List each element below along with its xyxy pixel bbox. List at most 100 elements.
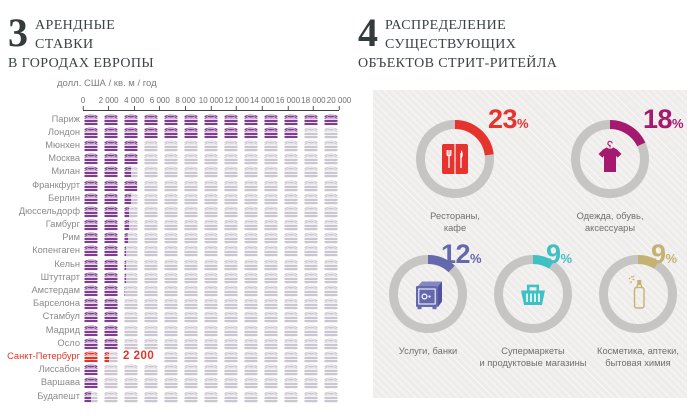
coin-stack-glyph	[143, 232, 159, 245]
coin-stack-glyph	[83, 179, 99, 191]
city-label: Дюссельдорф	[18, 205, 80, 216]
coin-stack-glyph	[83, 205, 99, 217]
coin-stack-glyph	[183, 298, 199, 311]
donut-chart: 23% Рестораны, кафе	[380, 106, 530, 234]
coin-stack-glyph	[163, 219, 179, 232]
coin-stack-glyph	[123, 311, 139, 324]
coin-icon	[183, 337, 199, 350]
coin-icon	[143, 258, 159, 271]
coin-stack-glyph	[103, 298, 119, 310]
coin-stack-glyph	[103, 364, 119, 377]
coin-stack-glyph	[323, 166, 339, 179]
rent-row: Париж	[0, 112, 345, 126]
coin-stack-glyph	[243, 350, 259, 363]
coin-icon	[123, 179, 139, 192]
axis-tick: 12 000	[224, 96, 249, 110]
coin-stack-glyph	[163, 258, 179, 271]
coin-stack-glyph	[203, 311, 219, 324]
spray-bottle-icon	[628, 275, 645, 309]
coin-icon	[283, 324, 299, 337]
coin-stack-glyph	[303, 377, 319, 390]
coin-stack-glyph	[103, 324, 119, 336]
coin-stack-glyph	[183, 179, 199, 192]
coin-stack-glyph	[203, 205, 219, 218]
coin-icon	[303, 350, 319, 363]
coin-stack-glyph	[303, 153, 319, 166]
rent-row: Осло	[0, 336, 345, 350]
coin-icon	[103, 218, 119, 232]
coin-icon	[143, 363, 159, 377]
coin-icon	[243, 363, 259, 377]
coin-stack-glyph	[143, 377, 159, 390]
coin-icon	[283, 113, 299, 126]
coin-icon	[163, 218, 179, 232]
coin-icon	[263, 363, 279, 377]
coin-icon	[123, 324, 139, 337]
axis-tick-mark	[338, 106, 340, 110]
coin-icon	[303, 324, 319, 337]
coin-icon	[83, 297, 99, 311]
coin-stack-glyph	[83, 192, 99, 204]
coin-icon	[263, 218, 279, 232]
coin-stack-glyph	[323, 113, 339, 125]
coin-icon	[223, 350, 239, 363]
percent-number: 9	[546, 239, 561, 269]
coin-icon	[303, 218, 319, 232]
coin-stack-glyph	[323, 364, 339, 377]
coin-stack-glyph	[143, 219, 159, 232]
coin-stack-glyph	[123, 153, 139, 165]
coin-icon	[223, 231, 239, 245]
coin-stack-glyph	[183, 205, 199, 218]
axis-tick-mark	[312, 106, 314, 110]
section-number-3: 3	[8, 10, 28, 55]
coin-stack-glyph	[263, 284, 279, 297]
coin-icon	[203, 363, 219, 377]
coin-stack-glyph	[323, 232, 339, 245]
coin-icon	[303, 179, 319, 192]
coin-stack-glyph	[283, 311, 299, 324]
rent-row: Лондон	[0, 125, 345, 139]
coin-icon	[83, 258, 99, 271]
coin-stack-glyph	[203, 245, 219, 258]
coin-stack-glyph	[303, 337, 319, 350]
coin-stack-glyph	[283, 192, 299, 205]
coin-row	[83, 297, 343, 311]
axis-tick-label: 12 000	[224, 96, 249, 105]
coin-icon	[263, 337, 279, 350]
coin-icon	[163, 192, 179, 205]
coin-row	[83, 244, 343, 258]
coin-stack-glyph	[103, 179, 119, 191]
coin-stack-glyph	[323, 179, 339, 192]
coin-icon	[303, 337, 319, 350]
coin-stack-glyph	[323, 126, 339, 139]
coin-icon	[163, 179, 179, 192]
coin-stack-glyph	[263, 232, 279, 245]
coin-stack-glyph	[83, 324, 99, 336]
coin-row	[83, 363, 343, 377]
coin-icon	[83, 363, 99, 377]
coin-icon	[183, 244, 199, 258]
coin-icon	[143, 231, 159, 245]
rent-row: Мюнхен	[0, 138, 345, 152]
coin-icon	[223, 363, 239, 377]
coin-stack-glyph	[263, 337, 279, 350]
city-label: Москва	[48, 153, 80, 164]
coin-icon	[103, 271, 119, 284]
coin-icon	[103, 179, 119, 192]
donut-label-line: Косметика, аптеки,	[597, 346, 679, 356]
percent-sign: %	[672, 116, 684, 131]
coin-row	[83, 192, 343, 205]
coin-stack-glyph	[303, 364, 319, 377]
axis-tick: 14 000	[250, 96, 274, 110]
coin-icon	[203, 390, 219, 403]
coin-stack-glyph	[283, 258, 299, 271]
coin-stack-glyph	[203, 113, 219, 125]
axis-tick: 4 000	[124, 96, 144, 110]
coin-stack-glyph	[203, 390, 219, 403]
coin-stack-glyph	[263, 113, 279, 125]
coin-stack-glyph	[223, 139, 239, 152]
coin-stack-glyph	[283, 298, 299, 311]
coin-stack-glyph	[143, 179, 159, 192]
coin-stack-glyph	[123, 286, 125, 297]
coin-icon	[263, 113, 279, 126]
